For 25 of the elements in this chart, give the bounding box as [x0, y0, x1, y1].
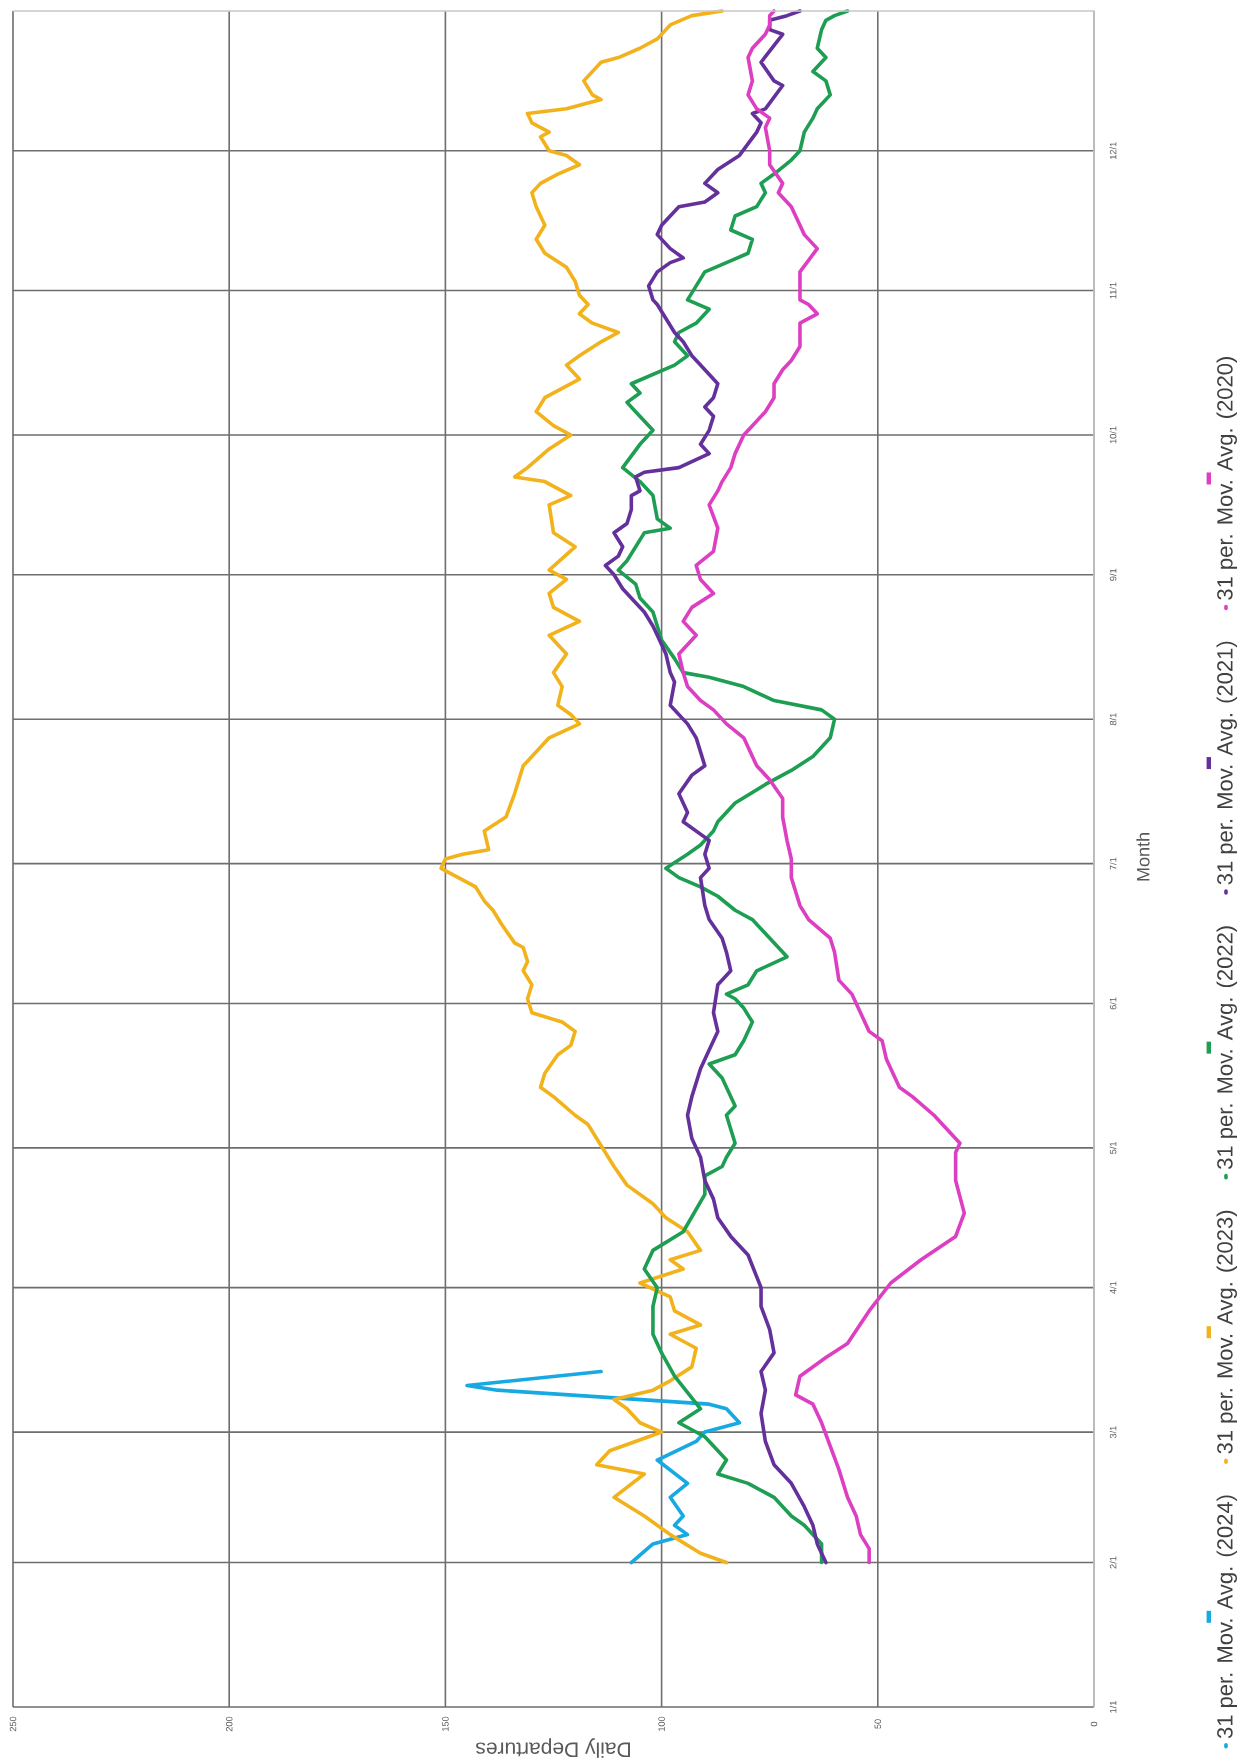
- x-tick-label: 250: [9, 1716, 17, 1732]
- y-tick-label: 3/1: [1109, 1426, 1117, 1439]
- legend-label: 31 per. Mov. Avg. (2020): [1216, 357, 1238, 600]
- y-tick-label: 6/1: [1109, 997, 1117, 1010]
- y-tick-label: 4/1: [1109, 1281, 1117, 1294]
- y-tick-label: 12/1: [1109, 142, 1117, 160]
- y-tick-label: 11/1: [1109, 282, 1117, 299]
- y-tick-label: 10/1: [1109, 426, 1117, 444]
- x-tick-label: 150: [442, 1716, 449, 1731]
- legend-label: 31 per. Mov. Avg. (2022): [1216, 926, 1238, 1169]
- x-axis-title: Daily Departures: [476, 1738, 630, 1758]
- x-tick-label: 0: [1090, 1721, 1098, 1727]
- x-tick-label: 200: [225, 1716, 233, 1732]
- y-tick-label: 1/1: [1109, 1701, 1117, 1713]
- legend-label: 31 per. Mov. Avg. (2024): [1216, 1495, 1238, 1739]
- y-tick-label: 5/1: [1109, 1141, 1117, 1154]
- x-tick-label: 100: [658, 1716, 665, 1731]
- y-tick-label: 8/1: [1109, 713, 1117, 726]
- legend-label: 31 per. Mov. Avg. (2023): [1216, 1210, 1238, 1454]
- y-axis-title: Month: [1136, 833, 1150, 881]
- y-tick-label: 9/1: [1109, 568, 1117, 581]
- y-tick-label: 7/1: [1109, 857, 1117, 870]
- legend-label: 31 per. Mov. Avg. (2021): [1216, 641, 1238, 885]
- x-tick-label: 50: [874, 1719, 882, 1729]
- y-tick-label: 2/1: [1109, 1556, 1117, 1569]
